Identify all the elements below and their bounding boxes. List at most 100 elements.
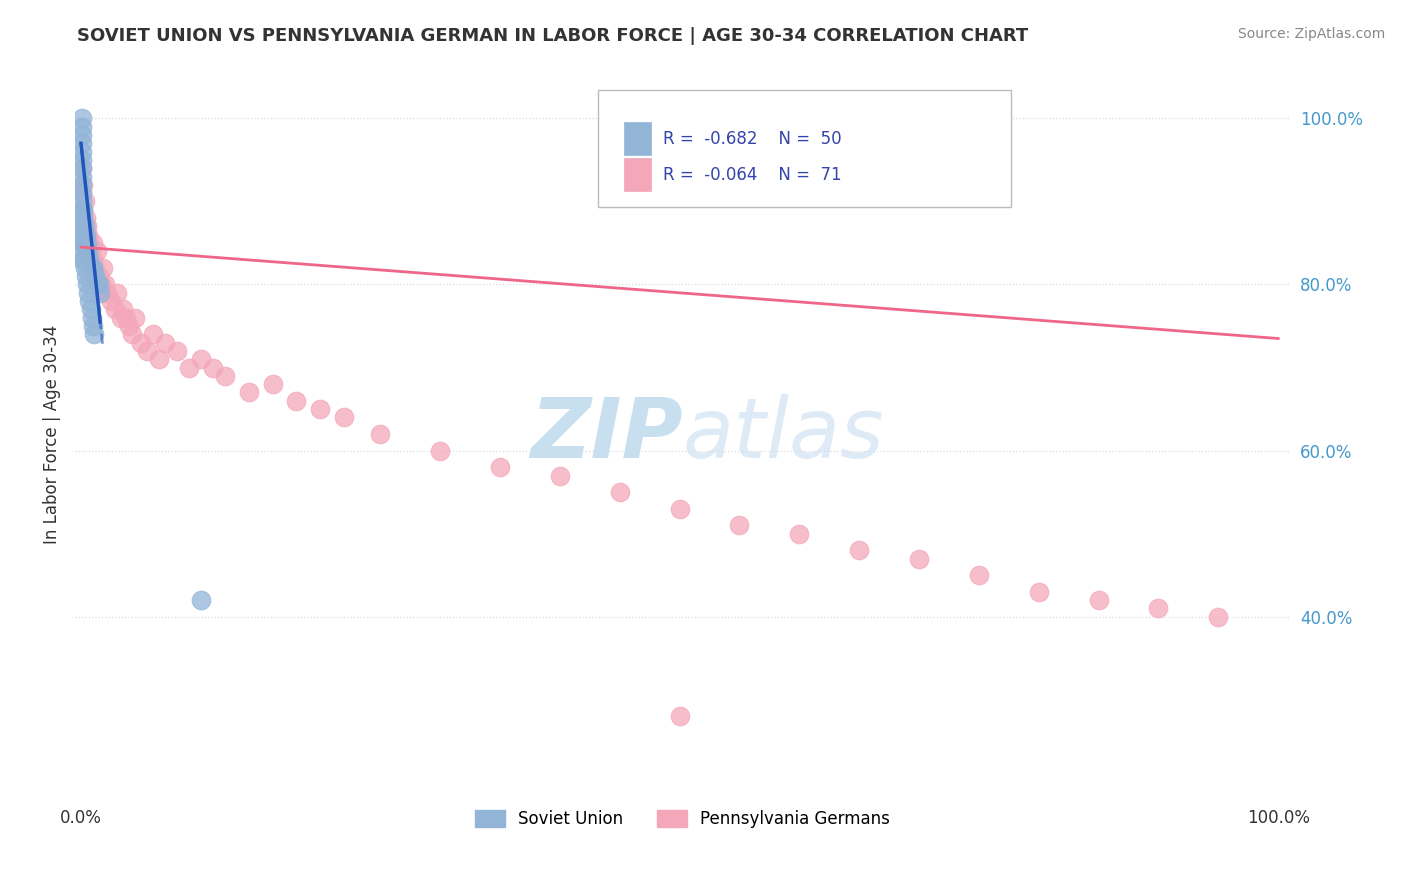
Text: atlas: atlas (682, 393, 884, 475)
Point (166, 343, 188, 358)
Point (73, 235, 96, 250)
Point (105, 285, 128, 300)
Point (70, 202, 93, 217)
Point (84, 260, 107, 275)
Point (129, 335, 152, 350)
Point (79, 235, 101, 250)
Point (72, 219, 94, 234)
Point (70, 235, 93, 250)
Point (142, 327, 165, 342)
Point (177, 360, 200, 375)
Point (103, 302, 125, 317)
Point (91, 260, 114, 275)
Point (70, 252, 93, 267)
Point (79, 260, 101, 275)
Point (110, 310, 132, 325)
Point (70, 219, 93, 234)
Point (70, 235, 93, 250)
Text: ZIP: ZIP (530, 393, 682, 475)
Point (262, 377, 284, 392)
Point (70, 136, 93, 151)
Point (787, 526, 810, 541)
Point (238, 385, 260, 400)
Point (70, 186, 93, 201)
Point (94, 277, 117, 292)
Point (1028, 585, 1050, 599)
Point (115, 310, 138, 325)
Point (76, 277, 98, 292)
Point (70, 153, 93, 167)
Point (72, 202, 94, 217)
Point (214, 368, 236, 383)
Point (72, 227, 94, 242)
Point (70, 194, 93, 209)
Point (967, 568, 990, 582)
Point (87, 277, 110, 292)
Point (111, 302, 134, 317)
Point (70, 145, 93, 159)
Text: Source: ZipAtlas.com: Source: ZipAtlas.com (1237, 27, 1385, 41)
Point (148, 352, 170, 367)
Point (76, 235, 98, 250)
Point (70, 244, 93, 259)
Point (70, 186, 93, 201)
Point (70, 128, 93, 142)
Point (84, 269, 107, 284)
Legend: Soviet Union, Pennsylvania Germans: Soviet Union, Pennsylvania Germans (468, 804, 897, 835)
Point (668, 709, 690, 723)
Point (77, 227, 100, 242)
Point (309, 402, 332, 417)
Text: SOVIET UNION VS PENNSYLVANIA GERMAN IN LABOR FORCE | AGE 30-34 CORRELATION CHART: SOVIET UNION VS PENNSYLVANIA GERMAN IN L… (77, 27, 1029, 45)
FancyBboxPatch shape (598, 90, 1011, 208)
Y-axis label: In Labor Force | Age 30-34: In Labor Force | Age 30-34 (44, 325, 60, 543)
Point (100, 294, 122, 309)
Point (83, 327, 105, 342)
Point (86, 277, 108, 292)
Point (83, 269, 105, 284)
Point (728, 518, 751, 533)
Point (90, 277, 112, 292)
Bar (624, 158, 651, 191)
Point (79, 302, 101, 317)
Point (368, 427, 391, 442)
Point (82, 260, 104, 275)
Point (124, 310, 146, 325)
Point (70, 161, 93, 176)
Point (89, 285, 111, 300)
Point (77, 244, 100, 259)
Point (87, 269, 110, 284)
Point (75, 227, 97, 242)
Point (190, 352, 212, 367)
Point (333, 410, 356, 425)
Point (79, 244, 101, 259)
Point (135, 343, 157, 358)
Point (82, 319, 104, 334)
Point (118, 319, 141, 334)
Point (548, 468, 571, 483)
Point (96, 285, 118, 300)
Point (1087, 593, 1109, 607)
Text: R =  -0.682    N =  50: R = -0.682 N = 50 (664, 129, 842, 148)
Point (75, 227, 97, 242)
Point (489, 460, 512, 475)
Point (190, 593, 212, 607)
Point (72, 252, 94, 267)
Point (75, 244, 97, 259)
Point (668, 501, 690, 516)
Point (80, 252, 103, 267)
Point (75, 211, 97, 225)
Point (72, 235, 94, 250)
Point (70, 202, 93, 217)
Point (86, 244, 108, 259)
Point (79, 252, 101, 267)
Point (73, 252, 96, 267)
Point (70, 219, 93, 234)
Text: R =  -0.064    N =  71: R = -0.064 N = 71 (664, 166, 842, 184)
Point (80, 260, 103, 275)
Point (80, 310, 103, 325)
Point (75, 269, 97, 284)
Point (72, 178, 94, 192)
Point (70, 169, 93, 184)
Point (908, 551, 931, 566)
Point (72, 211, 94, 225)
